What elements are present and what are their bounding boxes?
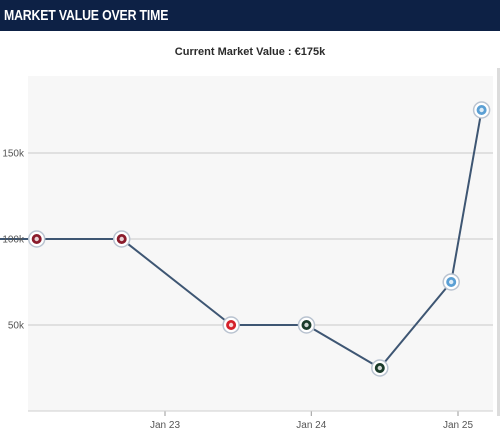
data-point[interactable]	[297, 316, 316, 334]
data-point[interactable]	[472, 101, 491, 119]
data-point[interactable]	[112, 230, 131, 248]
plot-area	[28, 76, 493, 411]
data-point[interactable]	[442, 273, 460, 291]
x-tick-label: Jan 24	[296, 420, 326, 431]
chart-header: MARKET VALUE OVER TIME	[0, 0, 500, 31]
y-tick-label: 100k	[2, 235, 25, 246]
y-tick-label: 150k	[2, 149, 25, 160]
x-tick-label: Jan 23	[150, 420, 180, 431]
data-point[interactable]	[222, 316, 240, 334]
data-point[interactable]	[27, 230, 46, 248]
series-line	[0, 109, 483, 369]
x-tick-label: Jan 25	[443, 420, 473, 431]
chart-title: MARKET VALUE OVER TIME	[4, 7, 169, 24]
y-tick-label: 50k	[8, 321, 25, 332]
data-point[interactable]	[371, 359, 389, 377]
scroll-edge	[497, 68, 500, 416]
current-market-value: Current Market Value : €175k	[174, 46, 326, 58]
